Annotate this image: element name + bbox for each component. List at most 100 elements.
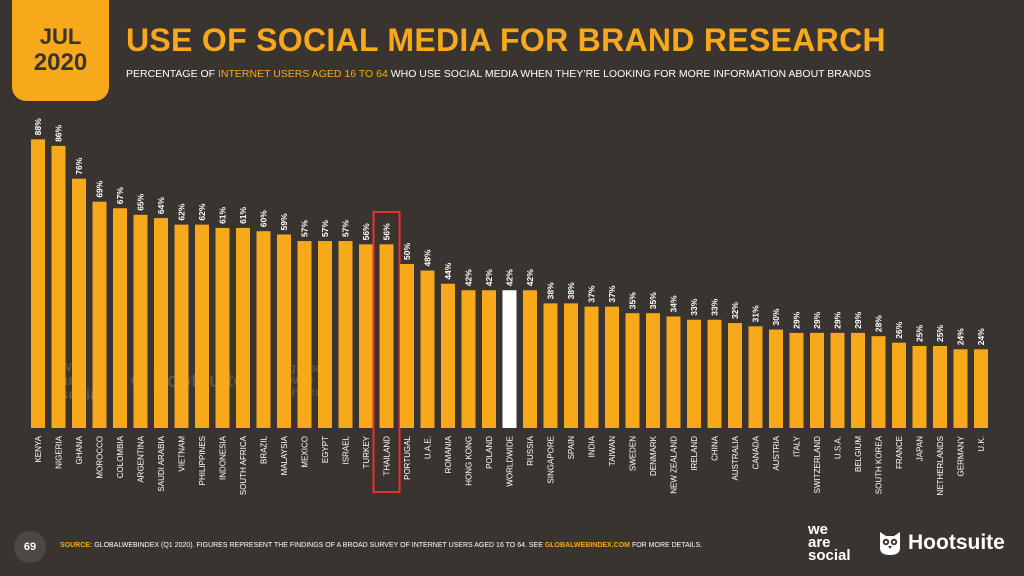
hootsuite-logo-text: Hootsuite xyxy=(908,531,1005,554)
category-label: JAPAN xyxy=(916,436,925,461)
category-label: NETHERLANDS xyxy=(936,436,945,496)
bar-value-label: 76% xyxy=(74,157,84,174)
bar-value-label: 69% xyxy=(95,180,105,197)
bar-egypt xyxy=(318,241,332,428)
category-label: ISRAEL xyxy=(342,435,351,464)
category-label: SOUTH KOREA xyxy=(875,435,884,494)
bar-u-k xyxy=(974,349,988,428)
bar-sweden xyxy=(625,313,640,428)
category-label: THAILAND xyxy=(383,436,392,476)
category-label: IRELAND xyxy=(690,436,699,471)
category-label: PORTUGAL xyxy=(403,435,412,479)
category-label: TAIWAN xyxy=(608,436,617,466)
source-label: SOURCE: xyxy=(60,542,93,549)
bar-ghana xyxy=(72,178,86,428)
bar-value-label: 64% xyxy=(156,197,166,214)
bar-value-label: 33% xyxy=(689,298,699,315)
bar-netherlands xyxy=(933,346,947,428)
bar-value-label: 44% xyxy=(443,262,453,279)
bar-value-label: 29% xyxy=(833,311,843,328)
page-title: USE OF SOCIAL MEDIA FOR BRAND RESEARCH xyxy=(126,22,886,58)
source-post: FOR MORE DETAILS. xyxy=(630,542,703,549)
bar-value-label: 29% xyxy=(792,311,802,328)
bar-value-label: 42% xyxy=(464,269,474,286)
badge-month: JUL xyxy=(39,23,82,49)
category-label: NEW ZEALAND xyxy=(670,436,679,494)
category-label: POLAND xyxy=(485,436,494,469)
category-label: WORLDWIDE xyxy=(506,436,515,487)
bar-singapore xyxy=(543,303,558,428)
bar-value-label: 57% xyxy=(341,220,351,237)
category-label: SINGAPORE xyxy=(547,436,556,484)
bar-value-label: 26% xyxy=(894,321,904,338)
bar-portugal xyxy=(400,264,414,428)
bar-denmark xyxy=(646,313,660,428)
category-label: INDIA xyxy=(588,435,597,457)
category-label: SPAIN xyxy=(567,436,576,460)
bar-chart: 88% KENYA 86% NIGERIA 76% GHANA 69% MOROCCO 67% C… xyxy=(31,118,988,496)
bar-canada xyxy=(748,326,763,428)
bar-value-label: 34% xyxy=(669,295,679,312)
bar-indonesia xyxy=(215,227,230,428)
bar-value-label: 86% xyxy=(54,124,64,141)
bar-taiwan xyxy=(605,306,619,428)
bar-value-label: 61% xyxy=(218,206,228,223)
logo-was-line3: social xyxy=(808,547,851,564)
category-label: ARGENTINA xyxy=(137,435,146,482)
category-label: ROMANIA xyxy=(444,435,453,473)
bar-value-label: 88% xyxy=(33,118,43,135)
bar-colombia xyxy=(113,208,127,428)
source-link[interactable]: GLOBALWEBINDEX.COM xyxy=(544,542,630,549)
badge-year: 2020 xyxy=(33,48,88,76)
category-label: GHANA xyxy=(75,435,84,464)
category-label: RUSSIA xyxy=(526,435,535,465)
bar-value-label: 32% xyxy=(730,302,740,319)
bar-brazil xyxy=(256,231,271,428)
bar-vietnam xyxy=(174,224,189,428)
we-are-social-logo: we are social xyxy=(808,521,851,564)
bar-value-label: 38% xyxy=(566,282,576,299)
logo-was-line1: we xyxy=(808,521,829,538)
bar-south-korea xyxy=(871,336,886,428)
source-note: SOURCE: GLOBALWEBINDEX (Q1 2020). FIGURE… xyxy=(60,542,702,549)
bar-russia xyxy=(523,290,537,428)
bar-value-label: 24% xyxy=(976,328,986,345)
category-label: BELGIUM xyxy=(854,436,863,472)
category-label: VIETNAM xyxy=(178,436,187,472)
subtitle-highlight: INTERNET USERS AGED 16 TO 64 xyxy=(217,68,388,80)
bar-poland xyxy=(482,290,496,428)
category-label: BRAZIL xyxy=(260,435,269,464)
bar-value-label: 33% xyxy=(710,298,720,315)
category-label: AUSTRALIA xyxy=(731,435,740,480)
source-text: GLOBALWEBINDEX (Q1 2020). FIGURES REPRES… xyxy=(92,542,545,549)
bar-value-label: 59% xyxy=(279,213,289,230)
bar-turkey xyxy=(359,244,373,428)
category-label: SWEDEN xyxy=(629,436,638,471)
page-number: 69 xyxy=(14,531,46,563)
bar-value-label: 65% xyxy=(136,193,146,210)
category-label: AUSTRIA xyxy=(772,435,781,470)
bar-value-label: 56% xyxy=(382,223,392,240)
category-label: INDONESIA xyxy=(219,435,228,480)
category-label: U.A.E. xyxy=(424,436,433,459)
bar-romania xyxy=(441,283,455,428)
bar-thailand xyxy=(379,244,394,428)
bar-japan xyxy=(912,346,927,428)
bar-austria xyxy=(769,329,783,428)
bar-value-label: 48% xyxy=(423,249,433,266)
bar-saudi-arabia xyxy=(154,218,168,428)
bar-new-zealand xyxy=(666,316,681,428)
bar-value-label: 67% xyxy=(115,187,125,204)
bar-mexico xyxy=(297,241,312,428)
category-label: MEXICO xyxy=(301,436,310,468)
bar-spain xyxy=(564,303,578,428)
category-label: MALAYSIA xyxy=(280,435,289,475)
bar-value-label: 29% xyxy=(812,311,822,328)
bar-value-label: 37% xyxy=(587,285,597,302)
bar-value-label: 30% xyxy=(771,308,781,325)
bar-australia xyxy=(728,323,742,428)
bar-switzerland xyxy=(810,332,824,428)
bar-value-label: 42% xyxy=(484,269,494,286)
category-label: SWITZERLAND xyxy=(813,436,822,494)
bar-value-label: 35% xyxy=(648,292,658,309)
